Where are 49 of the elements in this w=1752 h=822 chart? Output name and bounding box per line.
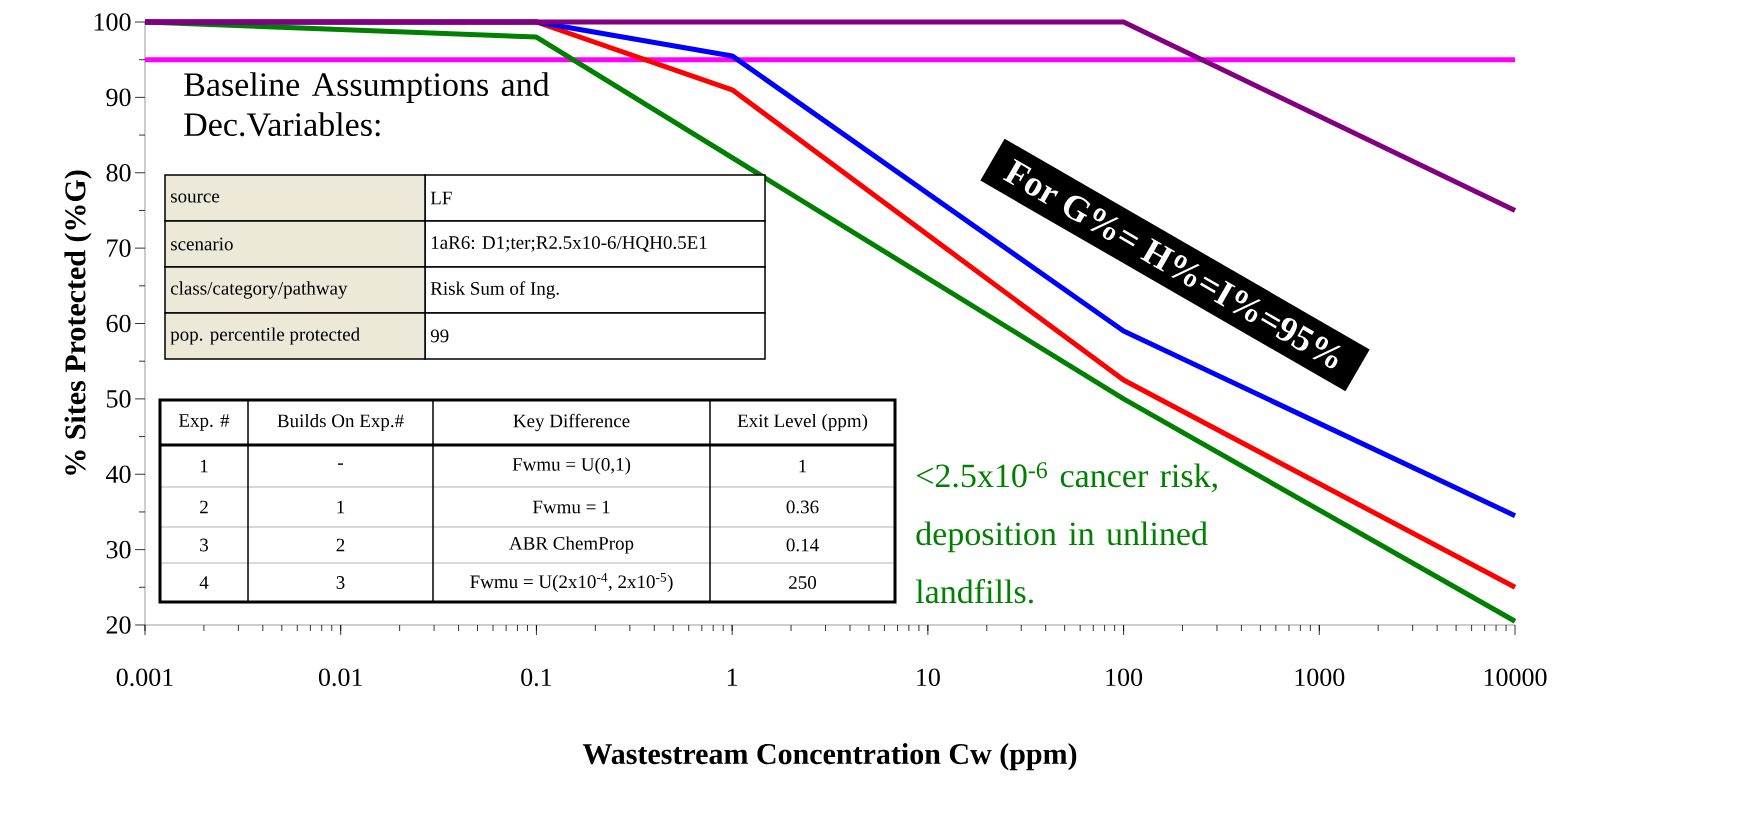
annotation: 3 bbox=[336, 576, 345, 589]
y-tick-label: 20 bbox=[106, 616, 131, 634]
annotation: Key Difference bbox=[513, 413, 630, 432]
annotation: pop. percentile protected bbox=[170, 327, 360, 345]
annotation: scenario bbox=[170, 237, 233, 251]
y-tick-label: 70 bbox=[107, 239, 131, 257]
annotation: 0.36 bbox=[786, 500, 819, 514]
annotation: Risk Sum of Ing. bbox=[430, 281, 559, 299]
annotation: 1 bbox=[799, 459, 807, 473]
annotation: source bbox=[170, 193, 220, 203]
x-tick-label: 10 bbox=[917, 668, 940, 687]
x-tick-label: 1000 bbox=[1295, 668, 1345, 687]
y-tick-label: 50 bbox=[107, 390, 131, 408]
annotation: Builds On Exp.# bbox=[277, 413, 404, 432]
annotation: 1aR6: D1;ter;R2.5x10-6/HQH0.5E1 bbox=[431, 236, 707, 252]
x-axis-title: Wastestream Concentration Cw (ppm) bbox=[582, 743, 1077, 771]
annotation: Exp. # bbox=[178, 414, 230, 431]
y-axis-title: % Sites Protected (%G) bbox=[64, 170, 92, 475]
x-tick-label: 0.1 bbox=[521, 668, 552, 687]
annotation: 3 bbox=[200, 538, 209, 552]
y-tick-label: 100 bbox=[94, 13, 131, 31]
annotation: Fwmu = U(0,1) bbox=[512, 457, 631, 475]
x-tick-label: 1 bbox=[727, 668, 738, 686]
x-tick-label: 0.01 bbox=[318, 668, 362, 687]
annotation: Exit Level (ppm) bbox=[737, 413, 868, 432]
y-tick-label: 30 bbox=[106, 540, 131, 559]
annotation: 1 bbox=[200, 459, 208, 473]
x-tick-label: 10000 bbox=[1484, 668, 1547, 687]
annotation: Fwmu = 1 bbox=[532, 500, 610, 514]
x-tick-label: 0.001 bbox=[116, 668, 173, 687]
x-tick-label: 100 bbox=[1106, 668, 1143, 687]
annotation: LF bbox=[430, 191, 452, 205]
y-tick-label: 80 bbox=[106, 163, 131, 182]
annotation: 2 bbox=[336, 538, 345, 552]
annotation: 0.14 bbox=[786, 538, 819, 552]
y-tick-label: 90 bbox=[106, 88, 131, 107]
y-tick-label: 60 bbox=[106, 314, 131, 333]
annotation: 1 bbox=[337, 500, 345, 514]
annotation: - bbox=[338, 463, 343, 465]
annotation: 4 bbox=[199, 576, 209, 589]
annotation: ABR ChemProp bbox=[509, 536, 634, 554]
annotation: 2 bbox=[200, 500, 208, 514]
annotation: 250 bbox=[789, 576, 817, 589]
annotation: 99 bbox=[430, 329, 449, 343]
annotation: Fwmu = U(2x10$^{-4}$, 2x10$^{-5}$) bbox=[470, 572, 673, 593]
annotation: <2.5x10$^{-6}$ cancer risk, deposition in unlined landfills. bbox=[915, 462, 1217, 604]
y-tick-label: 40 bbox=[106, 465, 131, 484]
annotation: class/category/pathway bbox=[170, 281, 348, 299]
annotation: Baseline Assumptions and Dec.Variables: bbox=[184, 72, 550, 137]
